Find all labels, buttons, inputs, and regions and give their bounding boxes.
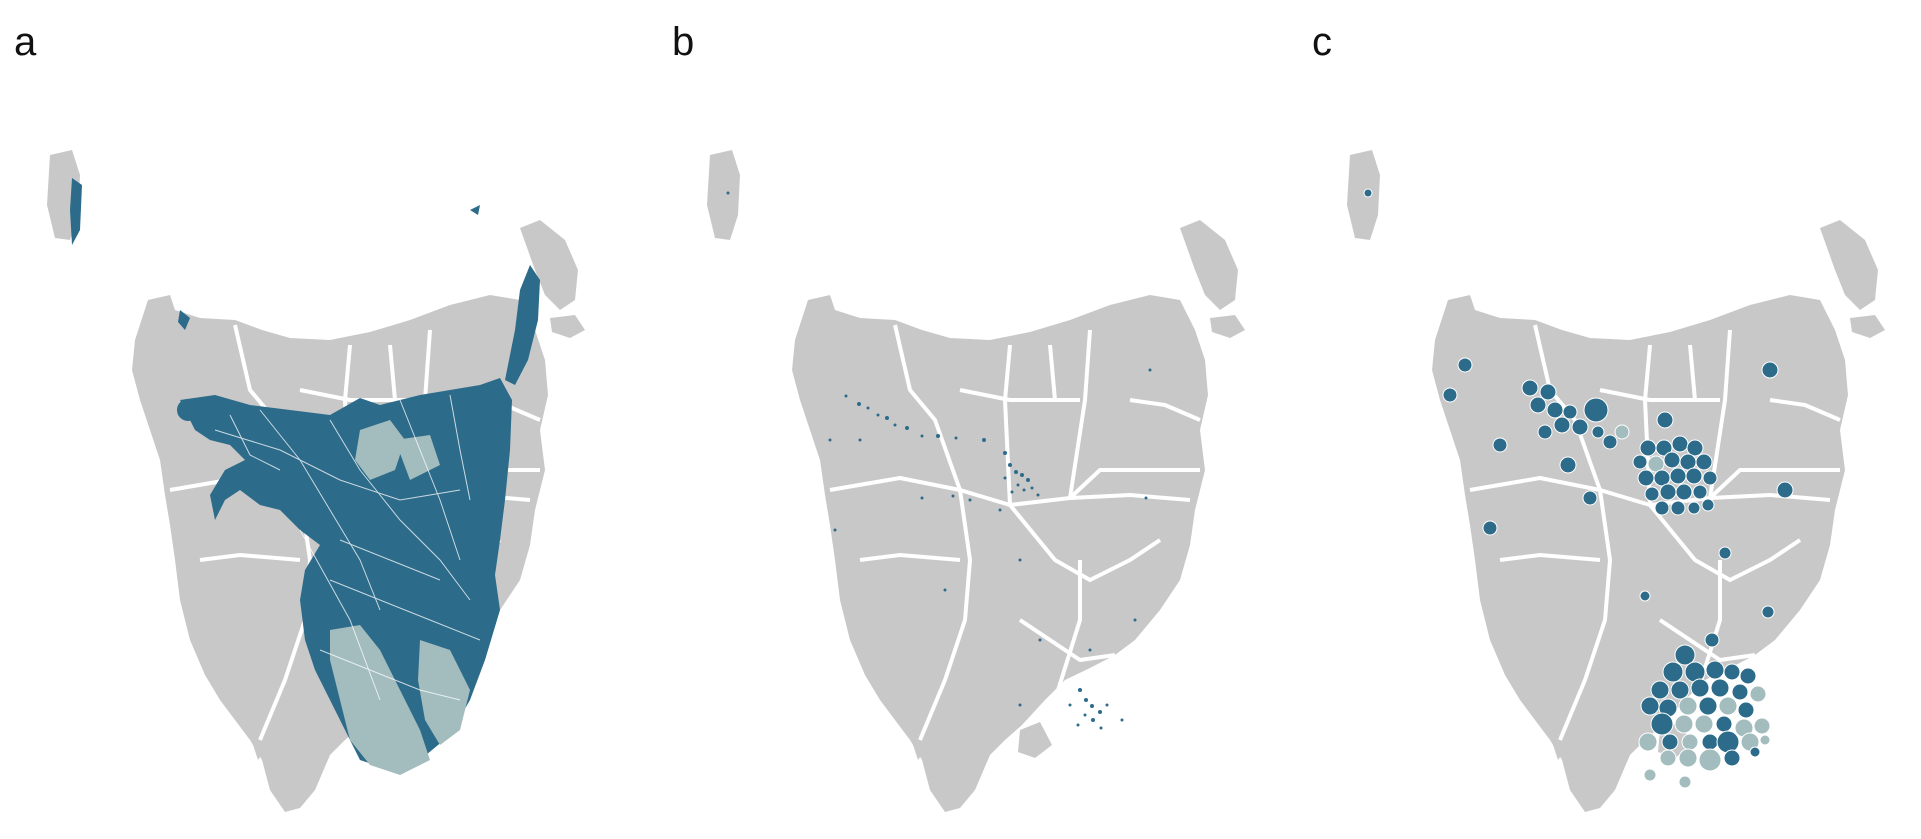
- points-map: [707, 150, 1245, 812]
- settlement-points: [726, 191, 1152, 730]
- bubbles: [1363, 188, 1794, 789]
- panel-a: a: [0, 0, 620, 839]
- panel-c: c: [1300, 0, 1920, 839]
- panel-b: b: [660, 0, 1280, 839]
- panel-label: a: [14, 20, 37, 64]
- panel-label: b: [672, 20, 695, 64]
- cartogram-inner-borders: [214, 394, 481, 701]
- panel-label: c: [1312, 20, 1332, 64]
- cartogram-map: [47, 150, 585, 812]
- bubble-map: [1347, 150, 1885, 812]
